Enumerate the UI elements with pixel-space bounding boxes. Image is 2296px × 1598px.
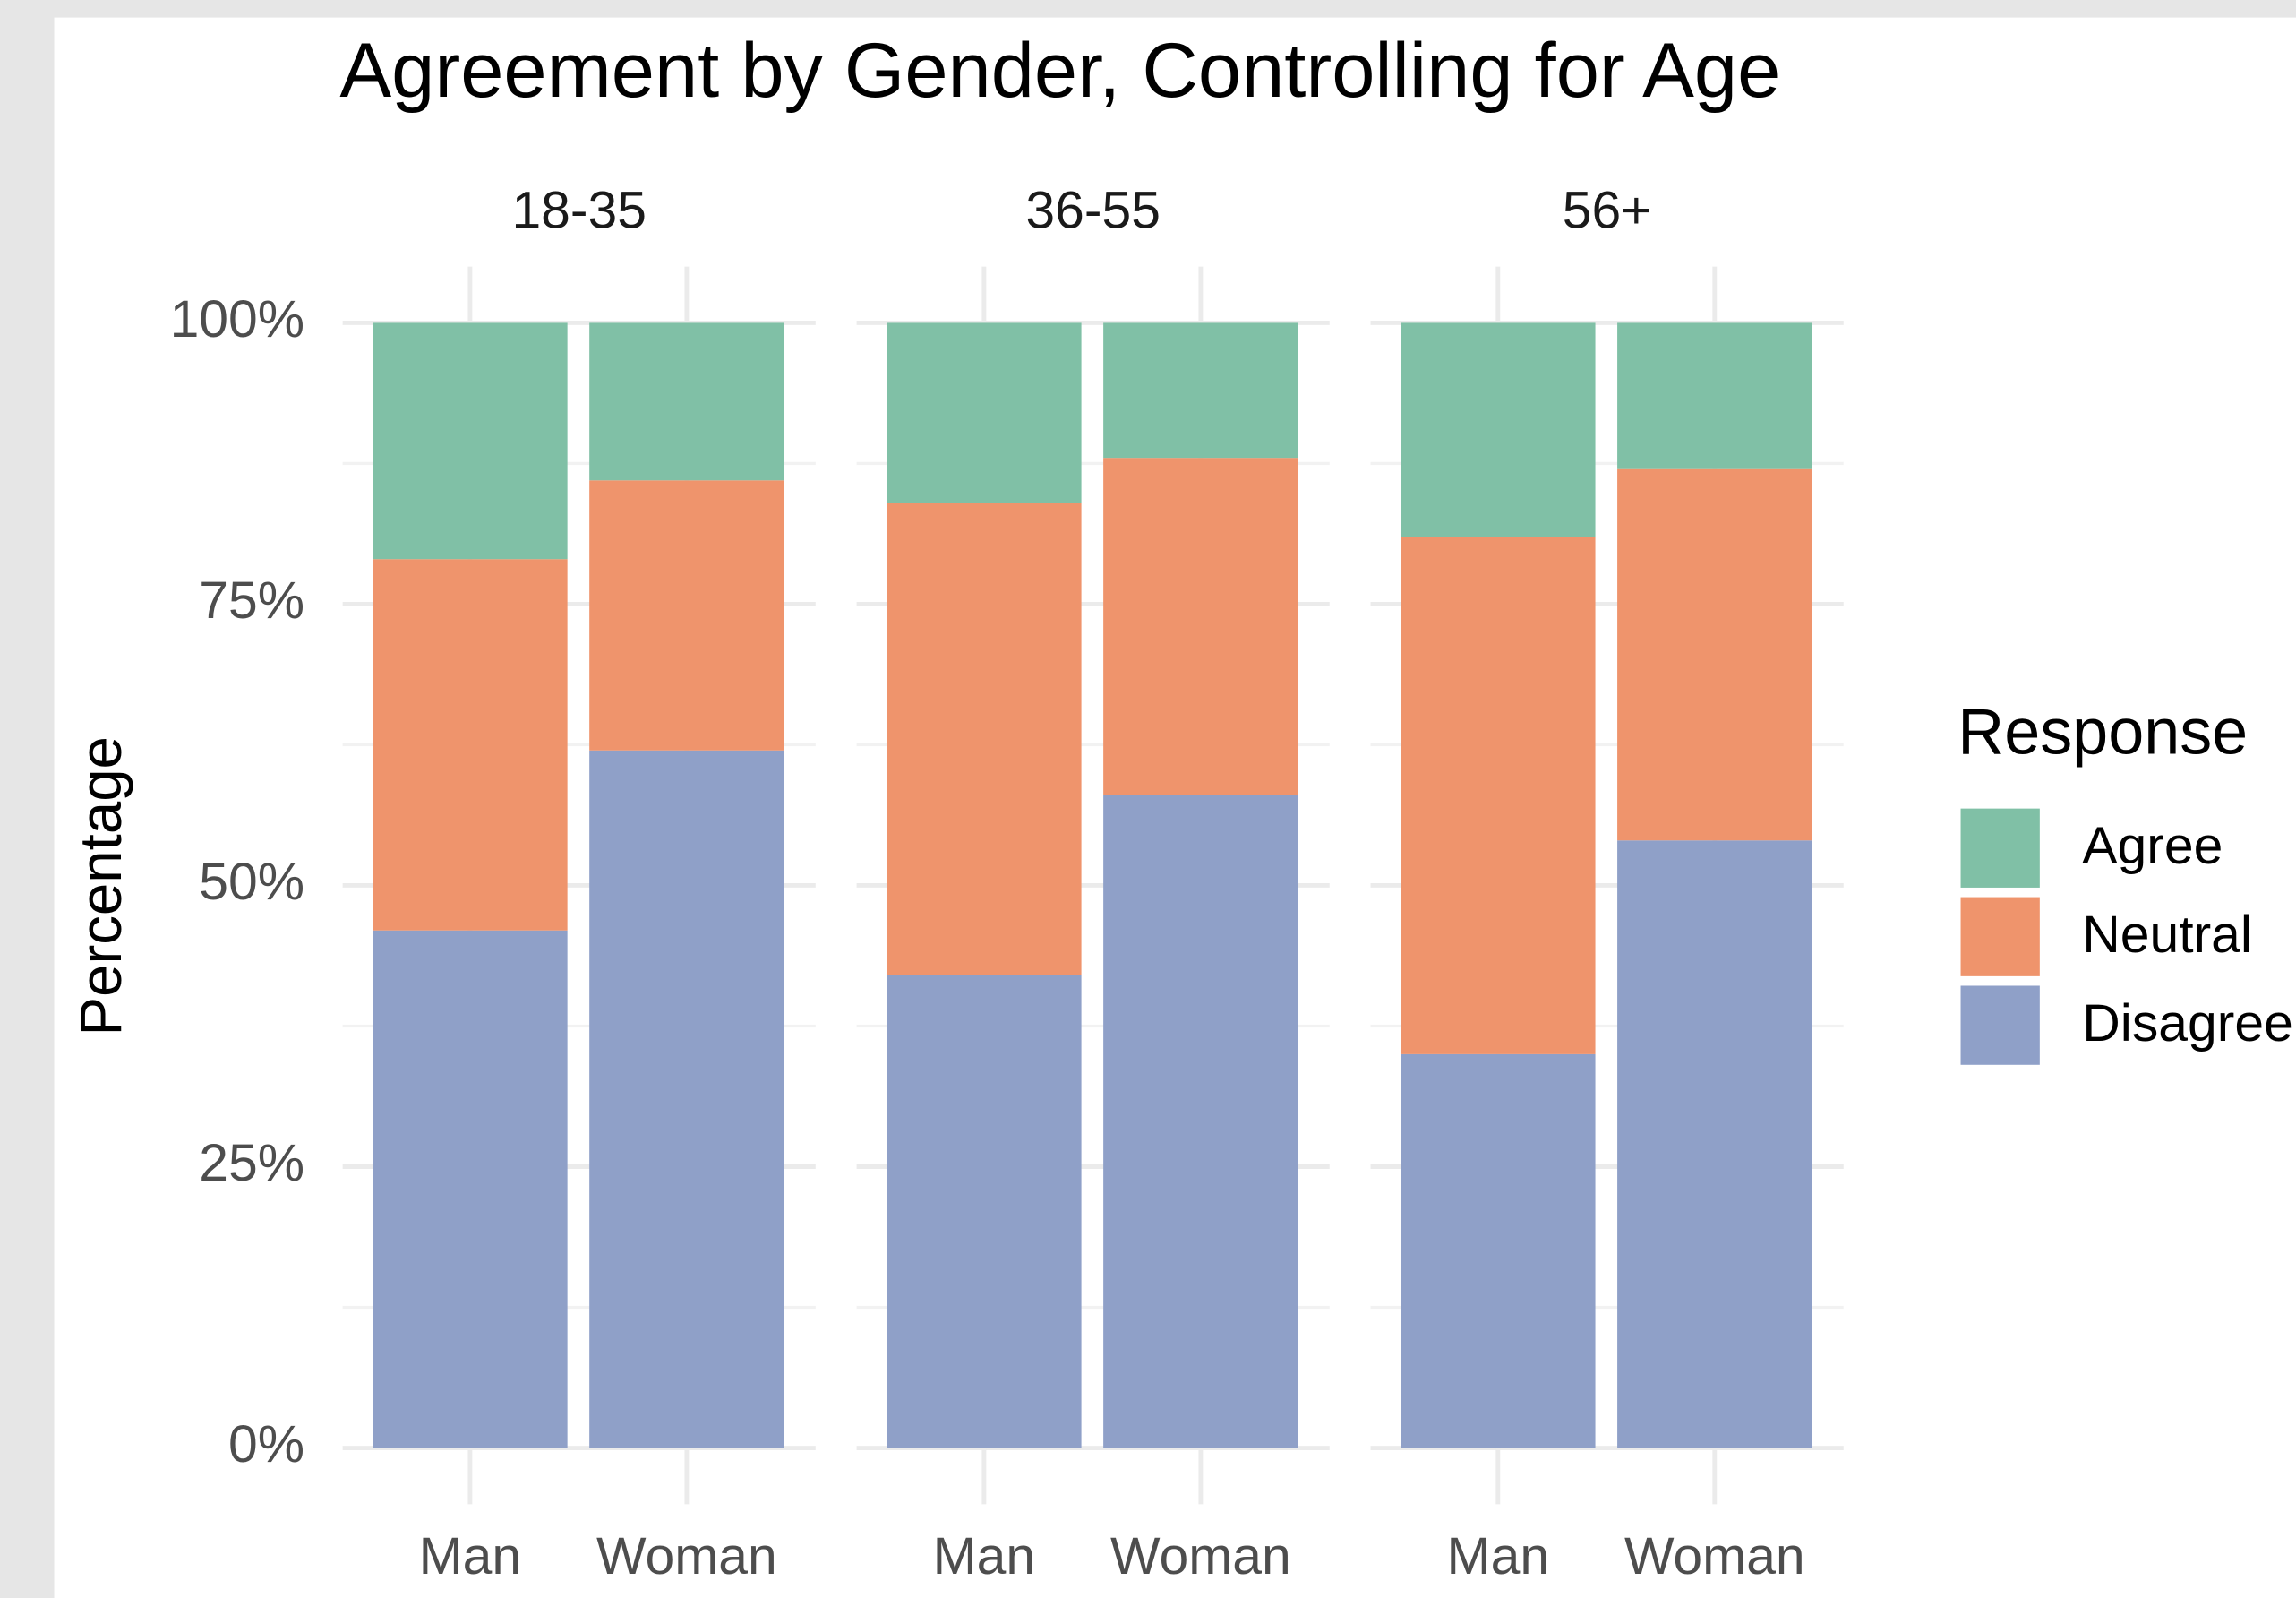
bar-segment (373, 322, 568, 560)
x-tick-label: Woman (596, 1527, 777, 1585)
bar-segment (1103, 458, 1298, 795)
bar-segment (1401, 322, 1596, 537)
bar-segment (1401, 537, 1596, 1054)
legend-label: Neutral (2082, 906, 2252, 964)
y-tick-label: 100% (170, 290, 305, 348)
chart-title: Agreement by Gender, Controlling for Age (339, 28, 1780, 114)
facet-label: 18-35 (511, 181, 647, 239)
bar-segment (373, 930, 568, 1448)
bar-segment (887, 503, 1082, 975)
y-tick-label: 75% (199, 571, 304, 630)
y-tick-label: 0% (228, 1415, 304, 1473)
y-axis-label: Percentage (68, 736, 133, 1035)
facet-label: 36-55 (1025, 181, 1161, 239)
legend-key (1960, 808, 2040, 888)
x-tick-label: Woman (1110, 1527, 1291, 1585)
legend-label: Agree (2082, 817, 2223, 875)
bar-segment (589, 750, 784, 1448)
bar-segment (887, 975, 1082, 1448)
bar-segment (1103, 795, 1298, 1448)
x-tick-label: Man (1447, 1527, 1550, 1585)
x-tick-label: Man (933, 1527, 1036, 1585)
bar-segment (589, 480, 784, 751)
bar-segment (1617, 840, 1812, 1448)
y-tick-label: 50% (199, 853, 304, 911)
bar-segment (1617, 322, 1812, 469)
legend-title: Response (1958, 697, 2248, 769)
facet-label: 56+ (1563, 181, 1652, 239)
bar-segment (1401, 1053, 1596, 1448)
y-tick-label: 25% (199, 1134, 304, 1192)
x-tick-label: Woman (1624, 1527, 1805, 1585)
bar-segment (887, 322, 1082, 503)
bar-segment (373, 559, 568, 931)
bar-segment (1103, 322, 1298, 459)
bar-segment (1617, 468, 1812, 841)
legend-key (1960, 897, 2040, 976)
x-tick-label: Man (419, 1527, 522, 1585)
legend-label: Disagree (2082, 994, 2293, 1052)
legend-key (1960, 985, 2040, 1065)
bar-segment (589, 322, 784, 481)
